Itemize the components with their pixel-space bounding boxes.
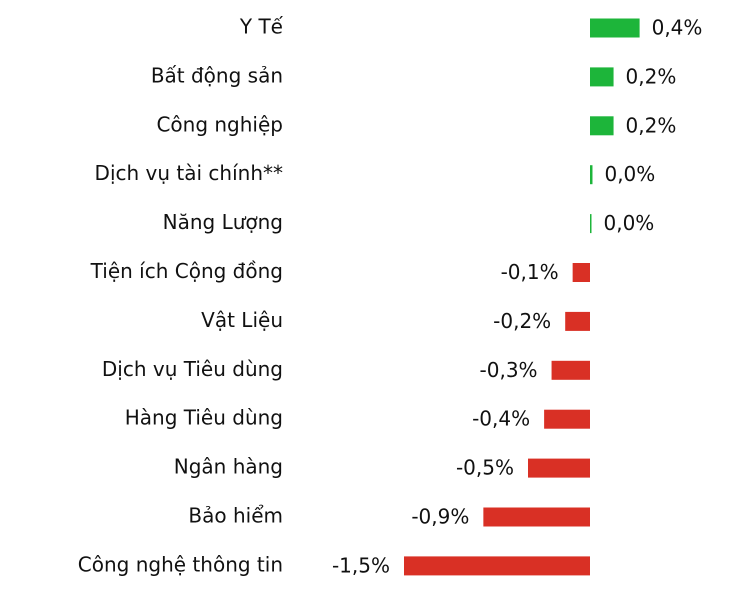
value-label: -0,9% <box>411 505 469 529</box>
bar <box>544 409 590 429</box>
category-label: Hàng Tiêu dùng <box>125 406 283 430</box>
category-label: Công nghiệp <box>156 112 283 136</box>
value-label: -0,1% <box>501 260 559 284</box>
value-label: 0,0% <box>604 211 655 235</box>
bar <box>528 458 590 478</box>
category-label: Năng Lượng <box>163 210 283 234</box>
value-label: 0,2% <box>626 64 677 88</box>
value-label: -1,5% <box>332 553 390 577</box>
value-label: 0,4% <box>652 16 703 40</box>
bar <box>404 556 590 576</box>
bar <box>590 214 592 234</box>
bar <box>572 263 590 282</box>
value-label: 0,2% <box>626 113 677 137</box>
value-label: -0,2% <box>493 309 551 333</box>
category-label: Bảo hiểm <box>188 504 283 528</box>
category-label: Vật Liệu <box>201 308 283 332</box>
category-label: Dịch vụ tài chính** <box>95 161 283 185</box>
bar <box>590 116 614 136</box>
bar <box>590 67 614 87</box>
value-label: -0,4% <box>472 407 530 431</box>
bar <box>565 311 590 331</box>
category-label: Bất động sản <box>151 63 283 87</box>
value-label: -0,3% <box>480 358 538 382</box>
value-label: -0,5% <box>456 456 514 480</box>
bar <box>483 507 590 527</box>
value-label: 0,0% <box>604 162 655 186</box>
category-label: Y Tế <box>239 15 284 39</box>
category-label: Dịch vụ Tiêu dùng <box>102 357 283 381</box>
bar <box>590 18 640 38</box>
category-label: Ngân hàng <box>174 455 283 479</box>
bar <box>551 360 590 380</box>
bar <box>590 165 593 185</box>
category-label: Công nghệ thông tin <box>78 552 283 576</box>
category-label: Tiện ích Cộng đồng <box>90 259 283 283</box>
